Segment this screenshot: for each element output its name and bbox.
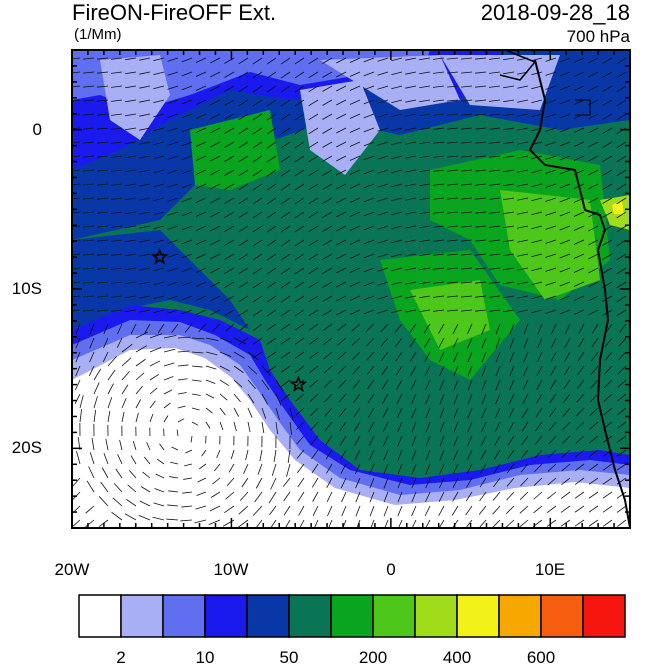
extinction-field xyxy=(72,50,630,528)
colorbar-label-200: 200 xyxy=(359,648,387,668)
x-tick-label-10e: 10E xyxy=(535,560,565,580)
colorbar-label-50: 50 xyxy=(280,648,299,668)
pressure-level-label: 700 hPa xyxy=(567,27,630,47)
units-label: (1/Mm) xyxy=(74,26,122,43)
chart-title: FireON-FireOFF Ext. xyxy=(72,0,276,26)
colorbar-label-600: 600 xyxy=(527,648,555,668)
y-tick-label-10s: 10S xyxy=(12,279,42,299)
x-tick-label-20w: 20W xyxy=(55,560,90,580)
y-tick-label-20s: 20S xyxy=(12,438,42,458)
colorbar-label-2: 2 xyxy=(116,648,125,668)
x-tick-label-0: 0 xyxy=(386,560,395,580)
x-tick-label-10w: 10W xyxy=(214,560,249,580)
y-tick-label-0: 0 xyxy=(33,120,42,140)
colorbar-label-400: 400 xyxy=(443,648,471,668)
datetime-label: 2018-09-28_18 xyxy=(481,0,630,26)
colorbar-label-10: 10 xyxy=(196,648,215,668)
